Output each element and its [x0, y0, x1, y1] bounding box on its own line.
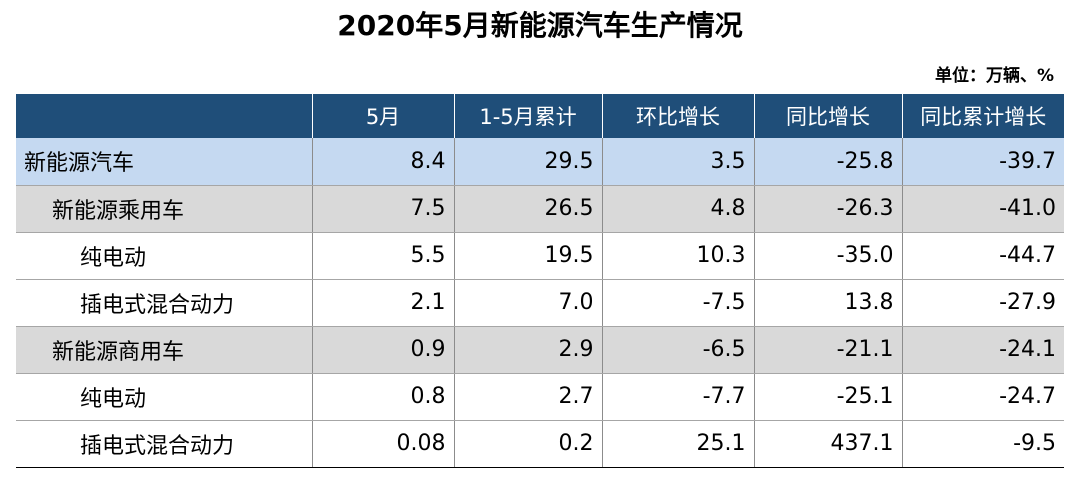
cell-may: 0.9	[311, 326, 454, 374]
cell-yoy: -21.1	[753, 326, 902, 374]
cell-may: 8.4	[311, 138, 454, 186]
table-row: 新能源乘用车 7.5 26.5 4.8 -26.3 -41.0	[16, 185, 1064, 233]
cell-may: 0.08	[311, 420, 454, 468]
cell-ytd: 19.5	[453, 232, 602, 280]
cell-may: 2.1	[311, 279, 454, 327]
row-label: 纯电动	[16, 373, 312, 421]
cell-ytd-yoy: -27.9	[901, 279, 1064, 327]
table-body: 新能源汽车 8.4 29.5 3.5 -25.8 -39.7 新能源乘用车 7.5 26.5 4.…	[16, 138, 1064, 468]
cell-ytd-yoy: -44.7	[901, 232, 1064, 280]
cell-ytd-yoy: -9.5	[901, 420, 1064, 468]
cell-mom: 4.8	[601, 185, 754, 233]
cell-yoy: 437.1	[753, 420, 902, 468]
table-row: 新能源商用车 0.9 2.9 -6.5 -21.1 -24.1	[16, 326, 1064, 374]
cell-mom: 25.1	[601, 420, 754, 468]
table-header-row: 5月 1-5月累计 环比增长 同比增长 同比累计增长	[16, 94, 1064, 138]
cell-may: 5.5	[311, 232, 454, 280]
cell-mom: -7.5	[601, 279, 754, 327]
production-table: 5月 1-5月累计 环比增长 同比增长 同比累计增长 新能源汽车 8.4 29.5 3…	[16, 94, 1064, 468]
page-title: 2020年5月新能源汽车生产情况	[337, 9, 743, 42]
row-label: 新能源汽车	[16, 138, 312, 186]
cell-yoy: 13.8	[753, 279, 902, 327]
cell-ytd: 2.7	[453, 373, 602, 421]
table-row: 插电式混合动力 2.1 7.0 -7.5 13.8 -27.9	[16, 279, 1064, 327]
cell-mom: 10.3	[601, 232, 754, 280]
table-row: 纯电动 5.5 19.5 10.3 -35.0 -44.7	[16, 232, 1064, 280]
cell-ytd-yoy: -24.1	[901, 326, 1064, 374]
cell-ytd-yoy: -39.7	[901, 138, 1064, 186]
cell-mom: 3.5	[601, 138, 754, 186]
row-label: 纯电动	[16, 232, 312, 280]
cell-ytd: 29.5	[453, 138, 602, 186]
header-cell-may: 5月	[311, 94, 454, 138]
cell-ytd: 26.5	[453, 185, 602, 233]
header-cell-mom: 环比增长	[601, 94, 754, 138]
row-label: 新能源乘用车	[16, 185, 312, 233]
cell-may: 7.5	[311, 185, 454, 233]
cell-ytd-yoy: -24.7	[901, 373, 1064, 421]
cell-ytd: 7.0	[453, 279, 602, 327]
unit-note: 单位：万辆、%	[934, 66, 1054, 86]
header-cell-ytd-yoy: 同比累计增长	[901, 94, 1064, 138]
cell-yoy: -25.8	[753, 138, 902, 186]
table-row: 纯电动 0.8 2.7 -7.7 -25.1 -24.7	[16, 373, 1064, 421]
cell-mom: -7.7	[601, 373, 754, 421]
header-cell-category	[16, 94, 312, 138]
cell-ytd: 2.9	[453, 326, 602, 374]
cell-yoy: -35.0	[753, 232, 902, 280]
header-cell-ytd: 1-5月累计	[453, 94, 602, 138]
row-label: 新能源商用车	[16, 326, 312, 374]
row-label: 插电式混合动力	[16, 279, 312, 327]
cell-mom: -6.5	[601, 326, 754, 374]
table-row: 新能源汽车 8.4 29.5 3.5 -25.8 -39.7	[16, 138, 1064, 186]
cell-yoy: -26.3	[753, 185, 902, 233]
cell-yoy: -25.1	[753, 373, 902, 421]
header-cell-yoy: 同比增长	[753, 94, 902, 138]
table-row: 插电式混合动力 0.08 0.2 25.1 437.1 -9.5	[16, 420, 1064, 468]
cell-ytd-yoy: -41.0	[901, 185, 1064, 233]
row-label: 插电式混合动力	[16, 420, 312, 468]
cell-may: 0.8	[311, 373, 454, 421]
cell-ytd: 0.2	[453, 420, 602, 468]
